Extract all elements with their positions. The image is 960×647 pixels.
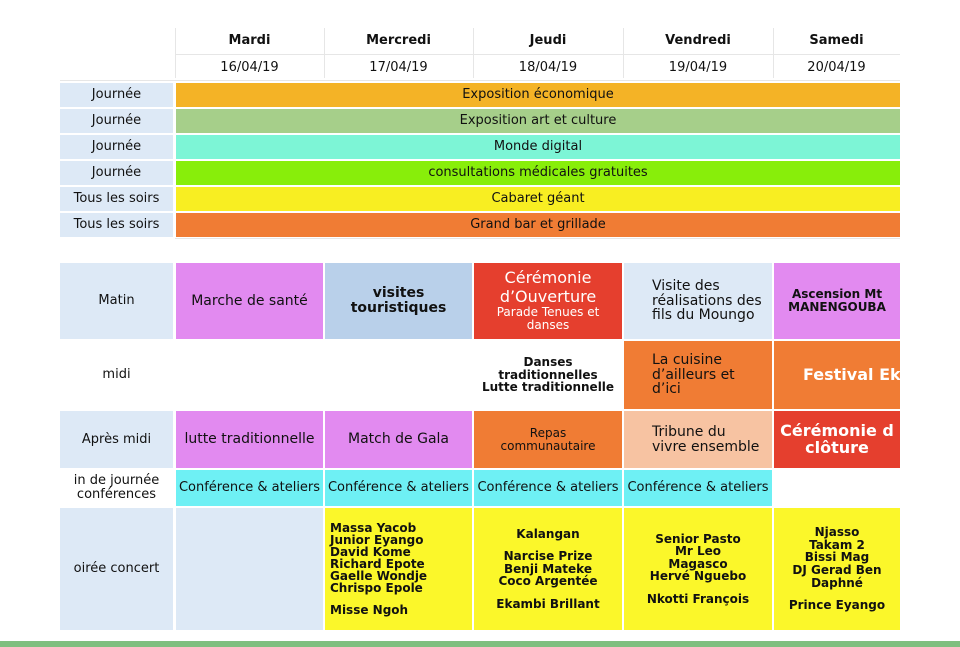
band-monde-digital: Monde digital xyxy=(176,135,900,159)
artist: Daphné xyxy=(811,575,863,590)
ascension-line1: Ascension Mt xyxy=(791,287,883,302)
band-label-3: Journée xyxy=(60,135,173,159)
concert-samedi: Njasso Takam 2 Bissi Mag DJ Gerad Ben Da… xyxy=(774,508,900,630)
concert-mardi xyxy=(176,508,323,630)
repas-line1: Repas xyxy=(529,425,567,440)
concert-vendredi: Senior Pasto Mr Leo Magasco Hervé Nguebo… xyxy=(624,508,772,630)
slot-matin: Matin xyxy=(60,263,173,339)
matin-samedi: Ascension Mt MANENGOUBA xyxy=(774,263,900,339)
band-consultations: consultations médicales gratuites xyxy=(176,161,900,185)
date-samedi: 20/04/19 xyxy=(807,60,866,76)
artist: Mr Leo xyxy=(674,544,722,559)
repas-line2: communautaire xyxy=(500,438,596,453)
artist: Richard Epote xyxy=(330,557,425,571)
midi-vendredi: La cuisine d’ailleurs et d’ici xyxy=(624,341,772,409)
day-header-mardi: Mardi xyxy=(228,33,271,49)
conference-mardi: Conférence & ateliers xyxy=(176,470,323,506)
artist: Nkotti François xyxy=(646,591,750,606)
day-header-samedi: Samedi xyxy=(809,33,864,49)
slot-apres-midi: Après midi xyxy=(60,411,173,468)
bottom-divider xyxy=(0,641,960,647)
artist: Massa Yacob xyxy=(330,521,417,535)
band-grand-bar: Grand bar et grillade xyxy=(176,213,900,237)
artist: Kalangan xyxy=(516,526,580,541)
artist: Narcise Prize xyxy=(503,549,593,564)
matin-mardi: Marche de santé xyxy=(176,263,323,339)
slot-fin-line1: in de journée xyxy=(73,473,160,489)
date-vendredi: 19/04/19 xyxy=(668,60,728,76)
midi-jeudi-line3: Lutte traditionnelle xyxy=(481,380,615,395)
band-exposition-economique: Exposition économique xyxy=(176,83,900,107)
conference-mercredi: Conférence & ateliers xyxy=(325,470,472,506)
slot-soiree-concert: oirée concert xyxy=(60,508,173,630)
band-cabaret: Cabaret géant xyxy=(176,187,900,211)
day-header-vendredi: Vendredi xyxy=(665,33,731,49)
apres-midi-mardi: lutte traditionnelle xyxy=(176,411,323,468)
apres-midi-jeudi: Repas communautaire xyxy=(474,411,622,468)
band-label-6: Tous les soirs xyxy=(60,213,173,237)
artist: Magasco xyxy=(668,556,728,571)
band-label-1: Journée xyxy=(60,83,173,107)
artist: Njasso xyxy=(814,525,860,540)
artist: Hervé Nguebo xyxy=(649,569,747,584)
apres-midi-mercredi: Match de Gala xyxy=(325,411,472,468)
artist: Takam 2 xyxy=(809,537,865,552)
midi-jeudi: Danses traditionnelles Lutte traditionne… xyxy=(474,341,622,409)
ascension-line2: MANENGOUBA xyxy=(788,300,886,314)
conference-vendredi: Conférence & ateliers xyxy=(624,470,772,506)
midi-jeudi-line2: traditionnelles xyxy=(498,367,598,382)
apres-midi-samedi: Cérémonie d clôture xyxy=(774,411,900,468)
artist: Prince Eyango xyxy=(788,598,886,613)
artist: Chrispo Epole xyxy=(330,581,423,595)
conference-jeudi: Conférence & ateliers xyxy=(474,470,622,506)
date-mercredi: 17/04/19 xyxy=(369,60,428,76)
artist: DJ Gerad Ben xyxy=(792,563,882,577)
matin-jeudi: Cérémonie d’Ouverture Parade Tenues et d… xyxy=(474,263,622,339)
matin-mercredi: visites touristiques xyxy=(325,263,472,339)
artist: David Kome xyxy=(330,545,411,559)
date-mardi: 16/04/19 xyxy=(220,60,279,76)
artist: Senior Pasto xyxy=(655,531,741,546)
artist: Benji Mateke xyxy=(504,561,592,576)
day-header-mercredi: Mercredi xyxy=(366,33,431,49)
slot-midi: midi xyxy=(60,341,173,409)
day-header-jeudi: Jeudi xyxy=(529,33,567,49)
apres-midi-vendredi: Tribune du vivre ensemble xyxy=(624,411,772,468)
artist: Ekambi Brillant xyxy=(496,596,600,611)
slot-fin-line2: conférences xyxy=(76,487,157,502)
band-label-5: Tous les soirs xyxy=(60,187,173,211)
midi-samedi: Festival Eko xyxy=(774,341,900,409)
artist: Junior Eyango xyxy=(330,533,424,547)
ceremonie-ouverture-title: Cérémonie d’Ouverture xyxy=(499,268,597,306)
artist: Gaelle Wondje xyxy=(330,569,428,583)
artist: Coco Argentée xyxy=(498,574,598,589)
ceremonie-ouverture-sub: Parade Tenues et danses xyxy=(496,305,600,333)
date-jeudi: 18/04/19 xyxy=(518,60,578,76)
band-label-2: Journée xyxy=(60,109,173,133)
band-exposition-art: Exposition art et culture xyxy=(176,109,900,133)
artist: Bissi Mag xyxy=(804,550,870,565)
matin-vendredi: Visite des réalisations des fils du Moun… xyxy=(624,263,772,339)
concert-jeudi: Kalangan Narcise Prize Benji Mateke Coco… xyxy=(474,508,622,630)
artist: Misse Ngoh xyxy=(330,603,409,617)
midi-jeudi-line1: Danses xyxy=(523,355,573,370)
concert-mercredi: Massa Yacob Junior Eyango David Kome Ric… xyxy=(325,508,472,630)
band-label-4: Journée xyxy=(60,161,173,185)
slot-fin-de-journee: in de journée conférences xyxy=(60,470,173,506)
